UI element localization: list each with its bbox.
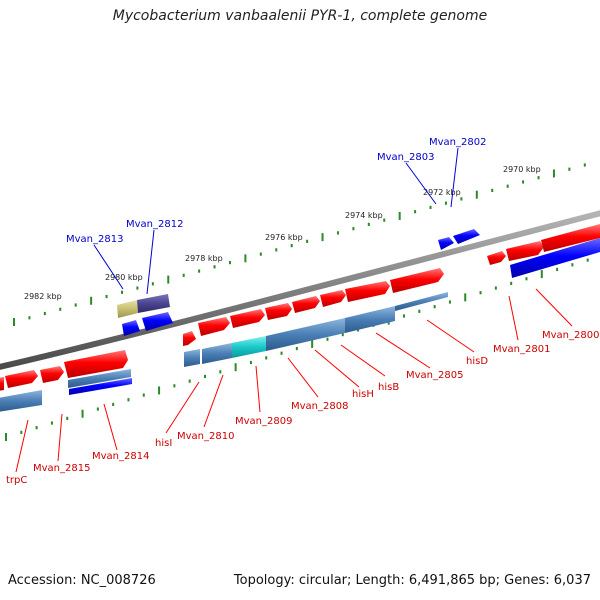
gene-label-mvan-2813[interactable]: Mvan_2813 bbox=[66, 234, 123, 245]
gene-arrow-mvan-2810[interactable] bbox=[230, 309, 265, 328]
gene-label-mvan-2803[interactable]: Mvan_2803 bbox=[377, 152, 434, 163]
gene-arrow-hisd[interactable] bbox=[390, 268, 444, 293]
gene-arrow-hisi[interactable] bbox=[198, 317, 230, 336]
leader-hisd bbox=[426, 319, 475, 353]
feature-bar-3[interactable] bbox=[266, 318, 345, 351]
gene-arrow-trpc[interactable] bbox=[5, 370, 38, 388]
leader-mvan-2814 bbox=[103, 403, 118, 451]
feature-bar-4[interactable] bbox=[345, 306, 395, 333]
leader-mvan-2809 bbox=[255, 365, 261, 413]
gene-arrow-small[interactable] bbox=[183, 331, 196, 346]
feature-block-olive[interactable] bbox=[117, 300, 138, 318]
gene-arrow-left-edge[interactable] bbox=[0, 377, 4, 391]
scale-label-2980: 2980 kbp bbox=[105, 273, 143, 282]
scale-label-2978: 2978 kbp bbox=[185, 254, 223, 263]
feature-block-purple[interactable] bbox=[137, 294, 170, 313]
gene-label-mvan-2808[interactable]: Mvan_2808 bbox=[291, 401, 348, 412]
gene-arrow-mvan-2809[interactable] bbox=[265, 303, 292, 320]
gene-label-mvan-2800[interactable]: Mvan_2800 bbox=[542, 330, 599, 341]
gene-label-hisi[interactable]: hisI bbox=[155, 438, 172, 449]
leader-mvan-2810 bbox=[203, 374, 224, 428]
gene-arrow-mvan-2808[interactable] bbox=[345, 281, 390, 302]
scale-label-2970: 2970 kbp bbox=[503, 165, 541, 174]
gene-label-mvan-2810[interactable]: Mvan_2810 bbox=[177, 431, 234, 442]
feature-bar-left-2[interactable] bbox=[0, 390, 42, 412]
gene-label-mvan-2815[interactable]: Mvan_2815 bbox=[33, 463, 90, 474]
gene-label-mvan-2802[interactable]: Mvan_2802 bbox=[429, 137, 486, 148]
feature-bar-5[interactable] bbox=[395, 292, 448, 311]
map-title: Mycobacterium vanbaalenii PYR-1, complet… bbox=[112, 8, 488, 24]
feature-bar-1[interactable] bbox=[184, 349, 200, 367]
gene-arrow-mvan-2802[interactable] bbox=[453, 229, 480, 244]
gene-arrow-mvan-2813[interactable] bbox=[122, 320, 140, 336]
gene-label-trpc[interactable]: trpC bbox=[6, 475, 27, 486]
scale-track-upper bbox=[13, 163, 586, 326]
scale-label-2972: 2972 kbp bbox=[423, 188, 461, 197]
leader-mvan-2813 bbox=[93, 244, 124, 290]
scale-label-2982: 2982 kbp bbox=[24, 292, 62, 301]
leader-mvan-2805 bbox=[375, 332, 431, 369]
gene-label-hish[interactable]: hisH bbox=[352, 389, 374, 400]
feature-bar-left-blue[interactable] bbox=[69, 378, 132, 395]
leader-hish bbox=[314, 349, 360, 388]
topology-text: Topology: circular; Length: 6,491,865 bp… bbox=[233, 573, 591, 588]
leader-trpc bbox=[15, 419, 29, 473]
leader-mvan-2803 bbox=[405, 162, 437, 205]
leader-mvan-2801 bbox=[508, 295, 519, 341]
accession-text: Accession: NC_008726 bbox=[8, 573, 156, 588]
leader-mvan-2802 bbox=[450, 147, 459, 208]
leader-mvan-2815 bbox=[57, 413, 63, 462]
feature-bar-2[interactable] bbox=[202, 343, 232, 364]
gene-label-mvan-2814[interactable]: Mvan_2814 bbox=[92, 451, 149, 462]
leader-mvan-2800 bbox=[535, 288, 573, 327]
gene-arrow-mvan-2801[interactable] bbox=[487, 251, 506, 265]
scale-label-2976: 2976 kbp bbox=[265, 233, 303, 242]
feature-bar-highlight[interactable] bbox=[232, 336, 266, 358]
gene-arrow-hisb[interactable] bbox=[292, 296, 320, 313]
feature-bar-left-1[interactable] bbox=[68, 369, 131, 388]
gene-arrow-mvan-2800[interactable] bbox=[506, 241, 544, 261]
scale-label-2974: 2974 kbp bbox=[345, 211, 383, 220]
leader-hisb bbox=[340, 344, 386, 377]
gene-label-hisd[interactable]: hisD bbox=[466, 356, 488, 367]
gene-label-mvan-2812[interactable]: Mvan_2812 bbox=[126, 219, 183, 230]
gene-track-right-red[interactable] bbox=[541, 224, 600, 252]
gene-arrow-mvan-2814[interactable] bbox=[64, 350, 128, 378]
leader-hisi bbox=[165, 381, 200, 434]
gene-arrow-mvan-2803[interactable] bbox=[438, 237, 454, 250]
leader-mvan-2812 bbox=[146, 229, 155, 295]
gene-arrow-mvan-2812[interactable] bbox=[142, 312, 173, 331]
genome-backbone bbox=[0, 210, 600, 370]
gene-label-mvan-2805[interactable]: Mvan_2805 bbox=[406, 370, 463, 381]
gene-track-right-blue[interactable] bbox=[510, 238, 600, 278]
leader-mvan-2808 bbox=[287, 357, 319, 398]
gene-arrow-hish[interactable] bbox=[320, 290, 346, 307]
gene-arrow-mvan-2815[interactable] bbox=[40, 366, 64, 383]
gene-label-hisb[interactable]: hisB bbox=[378, 382, 399, 393]
gene-label-mvan-2809[interactable]: Mvan_2809 bbox=[235, 416, 292, 427]
gene-label-mvan-2801[interactable]: Mvan_2801 bbox=[493, 344, 550, 355]
